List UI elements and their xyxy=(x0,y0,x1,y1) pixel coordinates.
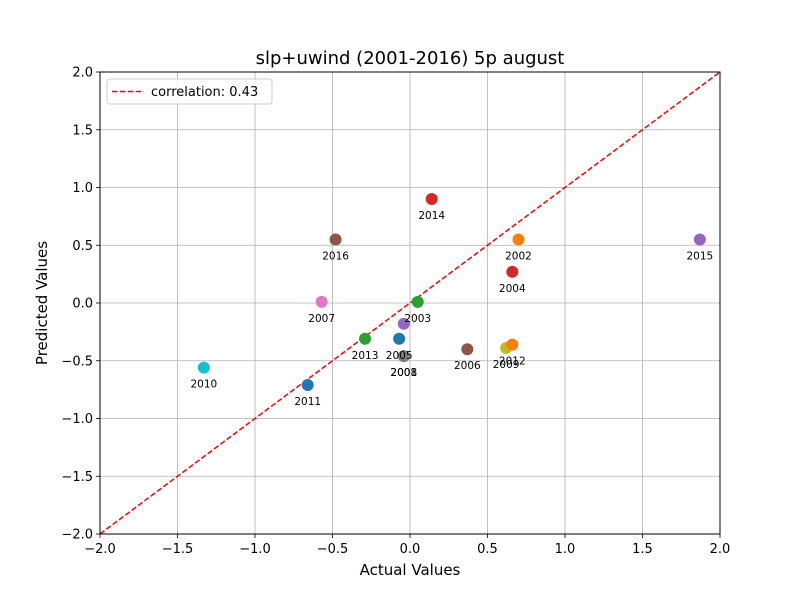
point-label-2016: 2016 xyxy=(322,250,349,262)
data-points xyxy=(197,193,706,392)
point-label-2015: 2015 xyxy=(686,250,713,262)
point-label-2008: 2008 xyxy=(390,367,417,379)
x-tick-label: 2.0 xyxy=(710,542,731,557)
legend: correlation: 0.43 xyxy=(106,78,273,105)
data-point-2016 xyxy=(329,233,342,246)
data-point-2007 xyxy=(315,295,328,308)
axis-ticks: −2.0 −1.5 −1.0 −0.5 0.0 0.5 1.0 1.5 2.0 −2.0 −1.5 −… xyxy=(61,66,730,558)
data-point-2014 xyxy=(425,193,438,206)
chart-title: slp+uwind (2001-2016) 5p august xyxy=(256,48,565,69)
x-axis-label: Actual Values xyxy=(360,561,461,579)
data-point-2011 xyxy=(301,379,314,392)
point-label-2009: 2009 xyxy=(493,359,520,371)
data-point-2012 xyxy=(506,338,519,351)
point-label-2004: 2004 xyxy=(499,283,526,295)
x-tick-label: −1.5 xyxy=(162,542,194,557)
point-label-2013: 2013 xyxy=(352,350,379,362)
correlation-reference-line xyxy=(99,71,721,535)
x-tick-label: 0.5 xyxy=(477,542,498,557)
point-label-2014: 2014 xyxy=(418,210,445,222)
data-point-2010 xyxy=(197,361,210,374)
x-tick-label: −1.0 xyxy=(239,542,271,557)
data-point-2015 xyxy=(693,233,706,246)
reference-line-layer xyxy=(99,71,721,535)
y-tick-label: −0.5 xyxy=(61,354,93,369)
point-label-2003: 2003 xyxy=(404,313,431,325)
data-point-2008 xyxy=(397,350,410,363)
y-tick-label: 0.5 xyxy=(72,239,93,254)
data-point-2013 xyxy=(359,332,372,345)
legend-box xyxy=(106,78,273,105)
y-axis-label: Predicted Values xyxy=(33,241,51,365)
x-tick-label: 1.0 xyxy=(555,542,576,557)
x-tick-label: 1.5 xyxy=(632,542,653,557)
point-label-2001: 2001 xyxy=(390,367,417,379)
point-label-2005: 2005 xyxy=(386,350,413,362)
y-tick-label: 0.0 xyxy=(72,297,93,312)
data-point-2006 xyxy=(461,343,474,356)
legend-entry-correlation: correlation: 0.43 xyxy=(151,85,258,100)
y-tick-label: −1.5 xyxy=(61,470,93,485)
point-label-2012: 2012 xyxy=(499,356,526,368)
point-label-2006: 2006 xyxy=(454,360,481,372)
x-tick-label: −0.5 xyxy=(317,542,349,557)
y-tick-label: −1.0 xyxy=(61,412,93,427)
data-point-2002 xyxy=(512,233,525,246)
data-point-2005 xyxy=(393,332,406,345)
y-tick-label: 1.0 xyxy=(72,181,93,196)
y-tick-label: 2.0 xyxy=(72,66,93,81)
point-label-2007: 2007 xyxy=(308,313,335,325)
y-tick-label: −2.0 xyxy=(61,528,93,543)
x-tick-label: 0.0 xyxy=(400,542,421,557)
point-labels: 2001 2002 2003 2004 2005 2006 2007 2008 2009 2010… xyxy=(190,210,713,408)
x-tick-label: −2.0 xyxy=(84,542,116,557)
data-point-2004 xyxy=(506,265,519,278)
data-point-2003 xyxy=(411,295,424,308)
point-label-2011: 2011 xyxy=(294,396,321,408)
data-point xyxy=(397,317,410,330)
point-label-2010: 2010 xyxy=(190,379,217,391)
y-tick-label: 1.5 xyxy=(72,123,93,138)
point-label-2002: 2002 xyxy=(505,250,532,262)
